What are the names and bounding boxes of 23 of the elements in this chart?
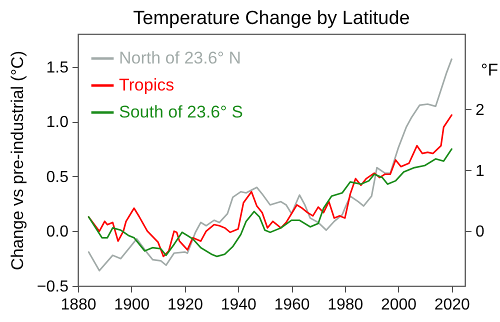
x-tick-label: 1960	[274, 296, 310, 314]
y-tick-label: 1.0	[46, 114, 69, 132]
legend-label: North of 23.6° N	[119, 48, 242, 68]
x-tick-label: 1940	[220, 296, 257, 314]
y-axis-title: Change vs pre-industrial (°C)	[8, 50, 27, 270]
x-tick-label: 1900	[114, 296, 150, 314]
x-tick-label: 2000	[380, 296, 417, 314]
y2-axis-title: °F	[480, 60, 498, 80]
y2-tick-label: 2	[476, 102, 484, 119]
legend-label: Tropics	[119, 76, 174, 94]
x-tick-label: 1880	[60, 296, 96, 314]
x-tick-label: 1920	[167, 296, 204, 314]
x-tick-label: 2020	[434, 296, 470, 314]
legend-label: South of 23.6° S	[119, 102, 243, 122]
y-tick-label: 0.5	[46, 168, 69, 186]
y-tick-label: 0.0	[46, 224, 69, 241]
line-series	[88, 148, 452, 258]
y-tick-label: 1.5	[46, 59, 69, 76]
x-tick-label: 1980	[328, 296, 364, 314]
y2-tick-label: 0	[476, 224, 484, 241]
y2-tick-label: 1	[476, 162, 484, 180]
y-tick-label: −0.5	[36, 278, 69, 296]
chart-title: Temperature Change by Latitude	[133, 8, 410, 29]
